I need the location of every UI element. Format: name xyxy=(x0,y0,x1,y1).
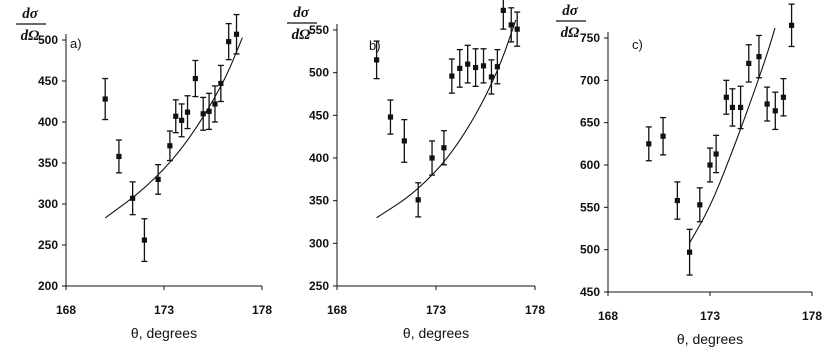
x-tick-label: 173 xyxy=(154,303,174,317)
data-point xyxy=(449,73,455,79)
data-point xyxy=(738,104,744,111)
fit-curve xyxy=(104,37,243,219)
y-axis-label-numerator: dσ xyxy=(22,6,39,22)
chart-panel-b: 250 300 350 400 450 500 550 168 173 178 b) dσ dΩ θ, d… xyxy=(287,0,545,341)
data-point xyxy=(713,151,719,157)
y-tick-label: 300 xyxy=(38,197,58,211)
data-point xyxy=(441,145,447,151)
x-tick-label: 173 xyxy=(700,309,720,323)
fit-curve xyxy=(689,28,776,244)
y-tick-label: 700 xyxy=(580,73,600,87)
data-point xyxy=(212,101,218,107)
y-tick-label: 650 xyxy=(580,116,600,130)
data-point xyxy=(206,108,212,114)
data-point xyxy=(646,141,652,147)
chart-panel-c: 450 500 550 600 650 700 750 168 173 178 c) dσ dΩ θ, d… xyxy=(556,3,822,347)
data-point xyxy=(173,113,179,119)
y-tick-label: 550 xyxy=(580,200,600,214)
x-tick-label: 173 xyxy=(426,303,446,317)
data-point xyxy=(167,143,173,149)
y-tick-label: 350 xyxy=(38,156,58,170)
x-axis-label: θ, degrees xyxy=(677,331,743,347)
data-point xyxy=(401,138,407,144)
x-tick-label: 178 xyxy=(252,303,272,317)
panel-label-c: c) xyxy=(632,37,643,52)
x-axis-label: θ, degrees xyxy=(403,325,469,341)
data-point xyxy=(184,109,191,115)
data-point xyxy=(746,60,752,66)
data-point xyxy=(480,63,487,69)
data-point xyxy=(508,22,514,28)
data-point xyxy=(697,202,703,208)
y-axis-label-numerator: dσ xyxy=(293,5,310,21)
y-tick-label: 750 xyxy=(580,31,600,45)
data-point xyxy=(387,114,394,120)
data-point xyxy=(764,101,770,107)
y-tick-label: 450 xyxy=(309,108,329,122)
fit-curve xyxy=(376,20,517,219)
y-tick-label: 250 xyxy=(309,279,329,293)
x-tick-label: 178 xyxy=(802,309,822,323)
data-point xyxy=(155,176,161,182)
data-point xyxy=(756,54,762,60)
panel-label-b: b) xyxy=(369,38,381,53)
y-tick-label: 600 xyxy=(580,158,600,172)
data-point xyxy=(179,117,185,123)
x-tick-label: 168 xyxy=(598,309,618,323)
data-point xyxy=(780,94,787,100)
data-point xyxy=(192,75,198,82)
data-point xyxy=(200,111,206,117)
data-point xyxy=(500,7,506,13)
data-point xyxy=(130,195,136,201)
x-tick-label: 178 xyxy=(525,303,545,317)
y-tick-label: 400 xyxy=(38,115,58,129)
x-tick-label: 168 xyxy=(327,303,347,317)
data-point xyxy=(102,96,108,102)
x-tick-label: 168 xyxy=(56,303,76,317)
data-point xyxy=(465,61,471,67)
data-point xyxy=(488,74,495,80)
data-point xyxy=(415,197,421,203)
x-axis-label: θ, degrees xyxy=(131,325,197,341)
y-tick-label: 300 xyxy=(309,236,329,250)
data-point xyxy=(674,197,680,204)
data-point xyxy=(687,249,693,255)
y-tick-label: 400 xyxy=(309,151,329,165)
data-point xyxy=(660,133,666,139)
data-point xyxy=(116,153,122,160)
data-point xyxy=(374,57,380,63)
y-tick-label: 450 xyxy=(38,74,58,88)
data-point xyxy=(789,22,795,28)
y-tick-label: 500 xyxy=(38,33,58,47)
data-point xyxy=(707,162,713,168)
data-point xyxy=(457,65,463,71)
data-point xyxy=(514,26,520,32)
data-point xyxy=(723,94,729,100)
y-tick-label: 250 xyxy=(38,238,58,252)
chart-panel-a: 200 250 300 350 400 450 500 168 173 178 a) dσ dΩ θ, d… xyxy=(16,6,272,341)
data-point xyxy=(233,31,240,37)
y-axis-label-numerator: dσ xyxy=(562,3,579,19)
data-point xyxy=(141,237,147,243)
data-point xyxy=(226,39,232,45)
panel-label-a: a) xyxy=(70,36,82,51)
y-tick-label: 500 xyxy=(580,243,600,257)
y-tick-label: 350 xyxy=(309,194,329,208)
data-point xyxy=(729,104,736,111)
y-axis-label-denominator: dΩ xyxy=(292,27,311,43)
data-point xyxy=(218,80,224,87)
data-point xyxy=(494,64,500,70)
y-tick-label: 200 xyxy=(38,279,58,293)
y-tick-label: 550 xyxy=(309,23,329,37)
y-tick-label: 500 xyxy=(309,66,329,80)
data-point xyxy=(429,155,435,161)
y-tick-label: 450 xyxy=(580,285,600,299)
y-axis-label-denominator: dΩ xyxy=(561,25,580,41)
y-axis-label-denominator: dΩ xyxy=(21,28,40,44)
data-point xyxy=(473,64,479,71)
data-point xyxy=(772,108,778,114)
